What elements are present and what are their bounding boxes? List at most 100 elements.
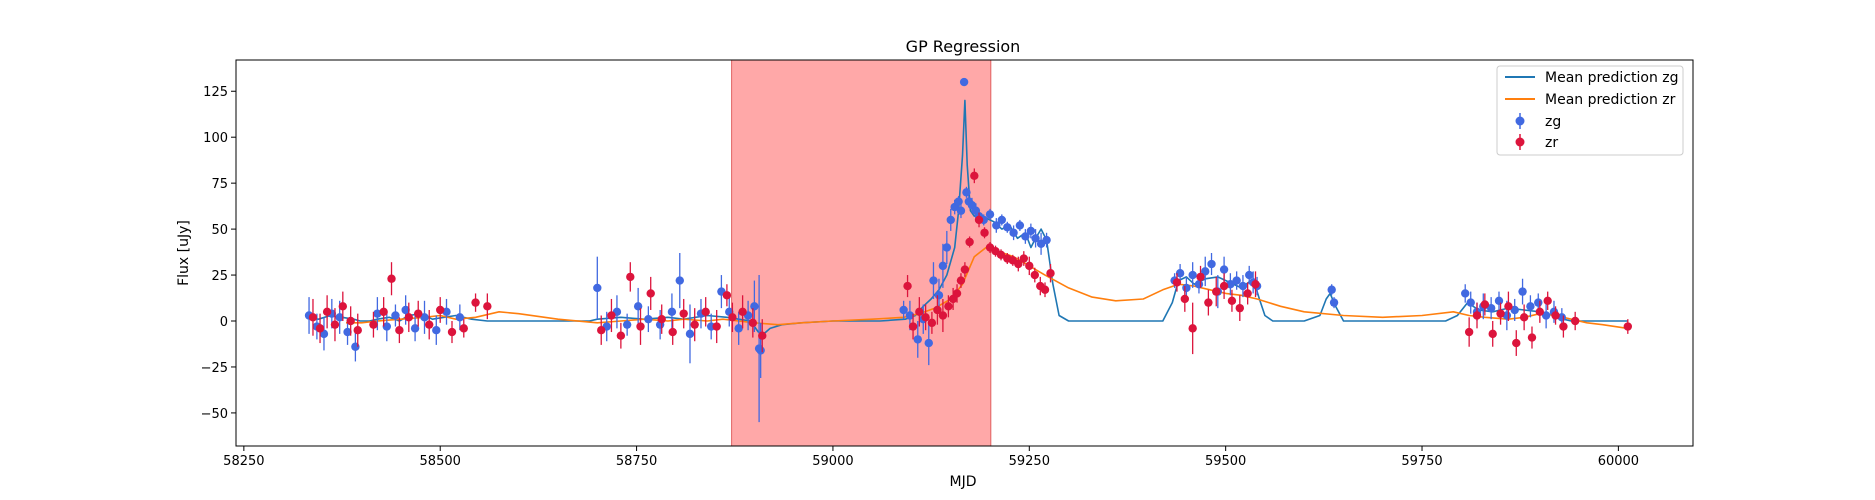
shaded-region bbox=[731, 60, 992, 446]
point-zr bbox=[1196, 272, 1205, 282]
point-zg bbox=[1201, 267, 1210, 276]
point-zr bbox=[425, 320, 434, 329]
point-zg bbox=[593, 283, 602, 293]
point-zr bbox=[1040, 285, 1050, 294]
y-tick-label: 25 bbox=[211, 269, 228, 284]
point-zr bbox=[1025, 261, 1034, 271]
point-zg bbox=[1009, 228, 1018, 237]
point-zr bbox=[690, 320, 699, 329]
x-tick-label: 59750 bbox=[1401, 454, 1442, 469]
point-zg bbox=[1510, 305, 1519, 315]
point-zr bbox=[1570, 316, 1580, 326]
point-zr bbox=[1180, 294, 1190, 304]
legend-label-zr-mean: Mean prediction zr bbox=[1545, 92, 1676, 108]
point-zg bbox=[985, 210, 995, 219]
point-zr bbox=[1480, 300, 1490, 309]
plot-inner bbox=[304, 60, 1633, 446]
point-zr bbox=[927, 318, 937, 328]
point-zg bbox=[675, 276, 684, 285]
x-tick-label: 60000 bbox=[1598, 454, 1639, 469]
point-zg bbox=[644, 314, 653, 324]
legend-marker-zr bbox=[1515, 134, 1525, 150]
point-zg bbox=[1541, 311, 1551, 320]
y-tick-label: 75 bbox=[211, 177, 228, 192]
point-zr bbox=[1212, 287, 1221, 296]
x-tick-label: 58250 bbox=[223, 454, 264, 469]
point-zr bbox=[1488, 329, 1497, 339]
point-zg bbox=[734, 324, 743, 333]
point-zr bbox=[1543, 296, 1552, 305]
point-zr bbox=[330, 320, 340, 329]
point-zg bbox=[432, 326, 441, 335]
point-zg bbox=[391, 311, 400, 320]
x-tick-label: 58500 bbox=[420, 454, 461, 469]
point-zr bbox=[960, 265, 970, 274]
point-zg bbox=[667, 307, 677, 317]
point-zg bbox=[962, 188, 971, 197]
x-tick-label: 59000 bbox=[812, 454, 853, 469]
point-zr bbox=[414, 309, 423, 318]
point-zg bbox=[685, 329, 695, 339]
point-zg bbox=[1238, 281, 1248, 291]
point-zg bbox=[1207, 259, 1216, 269]
point-zr bbox=[346, 316, 355, 326]
point-zg bbox=[1021, 232, 1030, 241]
point-zr bbox=[338, 302, 348, 311]
y-tick-label: 100 bbox=[203, 131, 228, 146]
point-zr bbox=[657, 314, 666, 324]
x-axis-label: MJD bbox=[950, 474, 977, 490]
point-zr bbox=[1551, 311, 1560, 320]
legend-box bbox=[1496, 65, 1684, 156]
point-zr bbox=[1014, 259, 1023, 269]
point-zr bbox=[1172, 278, 1182, 287]
point-zr bbox=[728, 313, 737, 322]
chart-title: GP Regression bbox=[906, 37, 1021, 56]
point-zr bbox=[1496, 309, 1505, 318]
point-zr bbox=[1623, 322, 1633, 331]
point-zr bbox=[1527, 333, 1537, 342]
point-zg bbox=[942, 243, 952, 252]
legend-label-zg: zg bbox=[1545, 114, 1561, 130]
point-zr bbox=[471, 298, 480, 307]
point-zr bbox=[1243, 289, 1252, 298]
point-zr bbox=[353, 326, 362, 335]
point-zg bbox=[1329, 298, 1339, 307]
point-zg bbox=[1031, 234, 1040, 243]
point-zr bbox=[1235, 303, 1244, 313]
point-zg bbox=[1526, 302, 1535, 311]
point-zr bbox=[701, 307, 710, 317]
axes-frame bbox=[235, 59, 1694, 447]
x-tick-label: 58750 bbox=[616, 454, 657, 469]
point-zr bbox=[447, 327, 457, 337]
point-zg bbox=[934, 291, 944, 300]
point-zg bbox=[1232, 276, 1241, 285]
legend-label-zg-mean: Mean prediction zg bbox=[1545, 70, 1679, 86]
point-zg bbox=[1194, 280, 1204, 289]
point-zr bbox=[668, 327, 677, 337]
point-zr bbox=[944, 302, 953, 311]
legend-label-zr: zr bbox=[1545, 135, 1558, 151]
point-zr bbox=[933, 305, 942, 315]
point-zr bbox=[616, 331, 626, 340]
point-zg bbox=[992, 221, 1001, 230]
point-zg bbox=[913, 335, 922, 344]
point-zr bbox=[369, 320, 378, 329]
point-zg bbox=[750, 302, 759, 311]
point-zg bbox=[1327, 285, 1336, 294]
point-zg bbox=[1042, 235, 1051, 245]
point-zr bbox=[980, 228, 989, 237]
point-zg bbox=[1175, 269, 1185, 278]
point-zr bbox=[712, 322, 721, 331]
point-zg bbox=[1003, 223, 1012, 232]
point-zr bbox=[1219, 281, 1229, 291]
point-zg bbox=[1245, 270, 1254, 280]
point-zr bbox=[387, 274, 396, 283]
point-zr bbox=[459, 324, 468, 333]
point-zr bbox=[379, 307, 388, 317]
point-zg bbox=[924, 338, 933, 348]
point-zr bbox=[921, 313, 930, 322]
point-zr bbox=[636, 322, 645, 331]
point-zg bbox=[946, 215, 955, 225]
point-zg bbox=[1188, 270, 1197, 280]
